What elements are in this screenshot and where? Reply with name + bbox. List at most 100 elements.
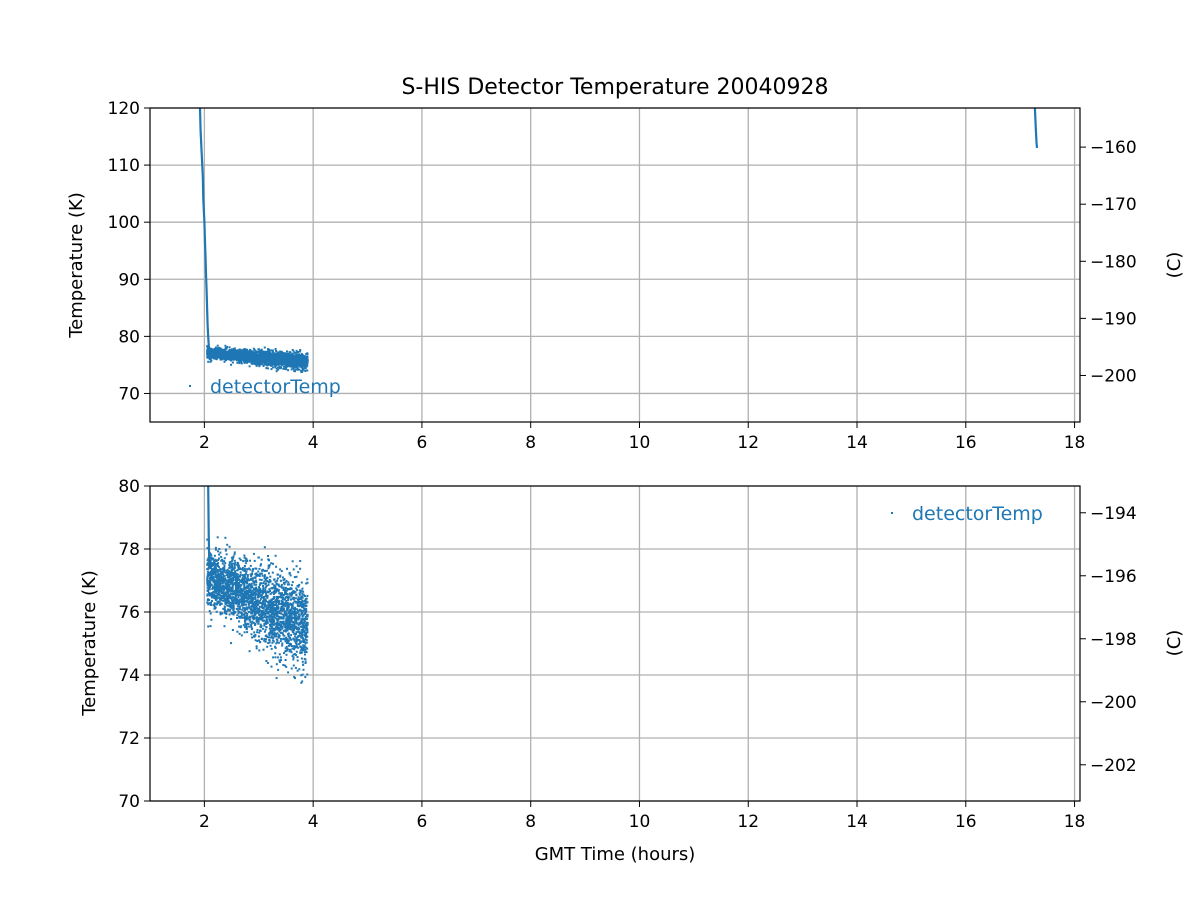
bottom-data-point	[248, 579, 250, 582]
bottom-data-point	[264, 569, 266, 572]
bottom-data-point	[289, 642, 292, 645]
top-data-point	[296, 354, 299, 357]
top-data-point	[301, 360, 304, 363]
bottom-data-point	[230, 596, 233, 599]
bottom-data-point	[213, 589, 216, 591]
bottom-data-point	[275, 663, 278, 666]
bottom-data-point	[279, 609, 282, 612]
bottom-data-point	[298, 589, 301, 592]
bottom-data-point	[292, 596, 295, 599]
top-data-point	[295, 363, 298, 366]
bottom-data-point	[264, 586, 267, 589]
top-right-tick-label: −170	[1090, 195, 1137, 215]
bottom-data-point	[251, 589, 254, 592]
bottom-data-point	[295, 653, 297, 656]
bottom-data-point	[243, 554, 246, 557]
top-legend-label: detectorTemp	[210, 376, 341, 398]
bottom-data-point	[231, 587, 234, 590]
bottom-data-point	[300, 647, 303, 650]
bottom-data-point	[268, 572, 270, 575]
top-data-point	[232, 348, 235, 351]
bottom-data-point	[301, 595, 304, 598]
top-data-point	[244, 360, 247, 363]
bottom-data-point	[282, 579, 285, 582]
top-right-tick-label: −160	[1090, 138, 1137, 158]
bottom-data-point	[217, 562, 220, 565]
top-data-point	[249, 360, 252, 363]
bottom-data-point	[266, 635, 269, 638]
top-data-point	[304, 356, 307, 359]
top-data-point	[220, 354, 223, 357]
bottom-data-point	[268, 608, 271, 611]
bottom-data-point	[241, 595, 244, 598]
top-data-point	[219, 350, 222, 353]
bottom-data-point	[296, 603, 299, 606]
top-data-point	[207, 348, 210, 351]
top-data-point	[240, 353, 243, 356]
bottom-data-point	[266, 615, 269, 618]
bottom-data-point	[297, 598, 300, 601]
top-data-point	[219, 347, 222, 350]
bottom-data-point	[304, 658, 307, 661]
bottom-data-point	[267, 606, 270, 609]
top-data-point	[288, 351, 291, 354]
bottom-data-point	[254, 594, 257, 597]
bottom-data-point	[229, 575, 232, 578]
top-data-point	[283, 356, 286, 359]
bottom-data-point	[252, 621, 255, 624]
bottom-data-point	[269, 593, 272, 596]
top-data-point	[228, 351, 231, 354]
bottom-data-point	[215, 610, 218, 613]
bottom-data-point	[284, 601, 287, 604]
bottom-data-point	[235, 601, 238, 604]
bottom-data-point	[222, 592, 225, 595]
top-data-point	[260, 348, 263, 351]
top-data-point	[289, 356, 292, 359]
top-data-point	[281, 358, 284, 361]
bottom-data-point	[263, 622, 266, 625]
top-data-point	[228, 355, 231, 358]
bottom-data-point	[226, 604, 229, 607]
bottom-data-point	[251, 610, 254, 613]
bottom-data-point	[264, 613, 267, 616]
bottom-data-point	[255, 610, 257, 613]
top-data-point	[274, 366, 277, 369]
bottom-data-point	[235, 598, 238, 601]
bottom-data-point	[277, 601, 280, 604]
bottom-data-point	[299, 646, 302, 649]
bottom-data-point	[300, 589, 303, 592]
top-data-point	[270, 360, 273, 363]
bottom-data-point	[261, 596, 264, 599]
bottom-data-point	[259, 582, 262, 585]
bottom-data-point	[282, 607, 285, 610]
bottom-data-point	[234, 599, 237, 602]
bottom-data-point	[239, 571, 242, 574]
bottom-data-point	[305, 614, 308, 617]
bottom-data-point	[276, 641, 279, 644]
top-data-point	[278, 365, 281, 368]
top-data-point	[226, 350, 229, 353]
bottom-data-point	[306, 581, 309, 584]
bottom-data-point	[272, 591, 275, 593]
bottom-data-point	[280, 606, 283, 608]
bottom-data-point	[255, 581, 258, 584]
bottom-data-point	[253, 616, 256, 619]
top-data-point	[263, 363, 266, 366]
bottom-data-point	[232, 609, 235, 611]
bottom-data-point	[292, 602, 295, 605]
bottom-data-point	[230, 598, 233, 601]
bottom-data-point	[298, 627, 301, 630]
top-data-point	[223, 353, 226, 356]
bottom-data-point	[242, 624, 245, 627]
bottom-data-point	[301, 615, 304, 618]
top-data-point	[246, 349, 249, 351]
bottom-data-point	[276, 573, 279, 576]
top-data-point	[285, 359, 288, 362]
top-data-point	[281, 351, 284, 354]
bottom-data-point	[254, 596, 257, 599]
bottom-data-point	[270, 635, 273, 638]
bottom-data-point	[208, 562, 211, 565]
bottom-data-point	[263, 546, 266, 549]
bottom-data-point	[285, 613, 288, 616]
bottom-data-point	[209, 594, 212, 597]
